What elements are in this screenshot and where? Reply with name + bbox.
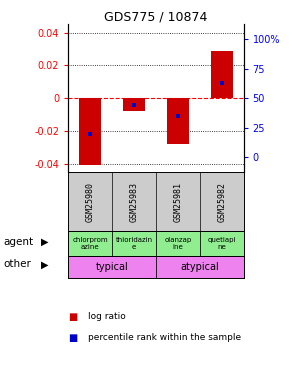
- Title: GDS775 / 10874: GDS775 / 10874: [104, 10, 208, 23]
- Bar: [68, 231, 112, 256]
- Text: GSM25982: GSM25982: [217, 182, 226, 222]
- Text: ▶: ▶: [41, 260, 49, 269]
- Text: thioridazin
e: thioridazin e: [115, 237, 153, 250]
- Bar: [68, 256, 156, 278]
- Bar: [156, 256, 244, 278]
- Text: other: other: [3, 260, 31, 269]
- Text: percentile rank within the sample: percentile rank within the sample: [88, 333, 242, 342]
- Text: chlorprom
azine: chlorprom azine: [72, 237, 108, 250]
- Text: typical: typical: [96, 262, 128, 272]
- Text: olanzap
ine: olanzap ine: [164, 237, 191, 250]
- Text: quetiapi
ne: quetiapi ne: [207, 237, 236, 250]
- Bar: [112, 231, 156, 256]
- Text: GSM25983: GSM25983: [129, 182, 138, 222]
- Bar: [156, 231, 200, 256]
- Text: GSM25980: GSM25980: [86, 182, 95, 222]
- Bar: [211, 51, 233, 98]
- Bar: [123, 98, 145, 111]
- Text: GSM25981: GSM25981: [173, 182, 182, 222]
- Bar: [200, 231, 244, 256]
- Text: log ratio: log ratio: [88, 312, 126, 321]
- Bar: [79, 98, 101, 165]
- Text: agent: agent: [3, 237, 33, 247]
- Text: ■: ■: [68, 333, 77, 342]
- Text: ■: ■: [68, 312, 77, 322]
- Text: ▶: ▶: [41, 237, 49, 247]
- Text: atypical: atypical: [180, 262, 219, 272]
- Bar: [167, 98, 189, 144]
